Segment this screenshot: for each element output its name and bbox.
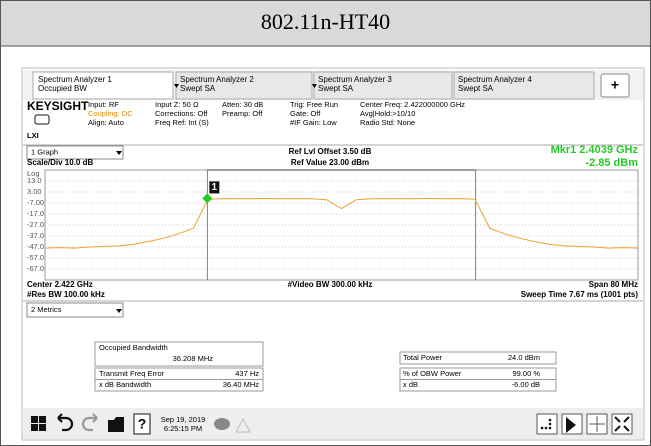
ref-offset: Ref Lvl Offset 3.50 dB [289, 147, 372, 156]
metric-box [399, 351, 557, 365]
add-tab-label[interactable]: + [611, 77, 619, 93]
info-text: Gate: Off [290, 109, 321, 118]
info-text: Input Z: 50 Ω [155, 100, 199, 109]
marker-frequency: Mkr1 2.4039 GHz [551, 144, 639, 156]
brand: KEYSIGHT [27, 99, 89, 113]
info-text: Trig: Free Run [290, 100, 338, 109]
info-text: Center Freq: 2.422000000 GHz [360, 100, 465, 109]
center-freq: Center 2.422 GHz [27, 280, 93, 289]
redo-button[interactable] [81, 413, 98, 432]
metric-label: x dB Bandwidth [99, 380, 151, 389]
remote-icon [34, 114, 50, 125]
tab[interactable] [313, 71, 453, 100]
y-tick-label: -37.0 [27, 231, 44, 240]
metric-label: % of OBW Power [403, 369, 462, 378]
tab-title: Spectrum Analyzer 1 [38, 75, 112, 84]
span: Span 80 MHz [589, 280, 638, 289]
graph-dropdown[interactable] [26, 145, 124, 160]
tab-arrow [312, 84, 317, 88]
info-text: Input: RF [88, 100, 119, 109]
y-tick-label: -17.0 [27, 209, 44, 218]
sweep-time: Sweep Time 7.67 ms (1001 pts) [521, 290, 639, 299]
y-tick-label: -57.0 [27, 253, 44, 262]
lxi-logo: LXI [27, 131, 39, 140]
info-text: Freq Ref: Int (S) [155, 118, 209, 127]
metric-value: 24.0 dBm [508, 353, 540, 362]
ref-value: Ref Value 23.00 dBm [291, 158, 369, 167]
tab[interactable] [32, 71, 174, 100]
file-button[interactable] [108, 417, 124, 432]
tab-subtitle: Swept SA [458, 84, 494, 93]
metric-label: Transmit Freq Error [99, 369, 165, 378]
tab-subtitle: Swept SA [318, 84, 354, 93]
tab-title: Spectrum Analyzer 3 [318, 75, 392, 84]
time: 6:25:15 PM [164, 424, 202, 433]
metrics-dropdown[interactable] [26, 302, 124, 318]
info-text: Atten: 30 dB [222, 100, 263, 109]
y-scale-label: Log [27, 169, 40, 178]
help-button[interactable] [133, 413, 151, 435]
tab-subtitle: Swept SA [180, 84, 216, 93]
right-icons[interactable] [536, 413, 633, 435]
graph-dropdown-label[interactable]: 1 Graph [31, 147, 58, 156]
date: Sep 19, 2019 [161, 415, 206, 424]
info-text: Avg|Hold:>10/10 [360, 109, 415, 118]
info-text: Corrections: Off [155, 109, 208, 118]
undo-button[interactable] [57, 413, 74, 432]
marker [202, 193, 213, 204]
video-bw: #Video BW 300.00 kHz [288, 280, 373, 289]
info-text: Radio Std: None [360, 118, 415, 127]
windows-button[interactable] [31, 416, 46, 431]
metric-box [94, 341, 264, 367]
metric-value: -6.00 dB [512, 380, 540, 389]
metric-label: x dB [403, 380, 418, 389]
tab[interactable] [453, 71, 595, 100]
metric-value: 36.40 MHz [223, 380, 260, 389]
y-tick-label: -47.0 [27, 242, 44, 251]
add-tab-button[interactable] [600, 73, 630, 98]
y-tick-label: 3.00 [27, 187, 42, 196]
info-text: Preamp: Off [222, 109, 263, 118]
plot-frame [44, 169, 639, 281]
alert-icon[interactable] [235, 417, 251, 433]
y-tick-label: -67.0 [27, 264, 44, 273]
tab-title: Spectrum Analyzer 2 [180, 75, 254, 84]
y-tick-label: 13.0 [27, 176, 42, 185]
metric-value: 99.00 % [512, 369, 540, 378]
tab-arrow [174, 84, 179, 88]
marker-label-box [209, 181, 220, 194]
dropdown-arrow [116, 151, 122, 155]
marker-level: -2.85 dBm [585, 157, 638, 169]
tab-subtitle: Occupied BW [38, 84, 87, 93]
metric-label: Occupied Bandwidth [99, 343, 168, 352]
info-text: Align: Auto [88, 118, 124, 127]
y-tick-label: -27.0 [27, 220, 44, 229]
info-text: Coupling: DC [88, 109, 133, 118]
scale-div: Scale/Div 10.0 dB [27, 158, 93, 167]
metric-value: 437 Hz [235, 369, 259, 378]
dots-icon [540, 418, 552, 430]
page-title: 802.11n-HT40 [261, 9, 390, 34]
res-bw: #Res BW 100.00 kHz [27, 290, 105, 299]
chat-button[interactable] [214, 418, 230, 430]
marker-label: 1 [212, 182, 218, 193]
title-cell [1, 1, 650, 46]
metrics-dropdown-label[interactable]: 2 Metrics [31, 305, 62, 314]
metric-value: 36.208 MHz [173, 354, 214, 363]
metric-label: Total Power [403, 353, 443, 362]
help-label[interactable]: ? [138, 416, 147, 432]
spectrum-trace [44, 197, 639, 249]
y-tick-label: -7.00 [27, 198, 44, 207]
dropdown-arrow [116, 309, 122, 313]
tab-title: Spectrum Analyzer 4 [458, 75, 532, 84]
info-text: #IF Gain: Low [290, 118, 337, 127]
